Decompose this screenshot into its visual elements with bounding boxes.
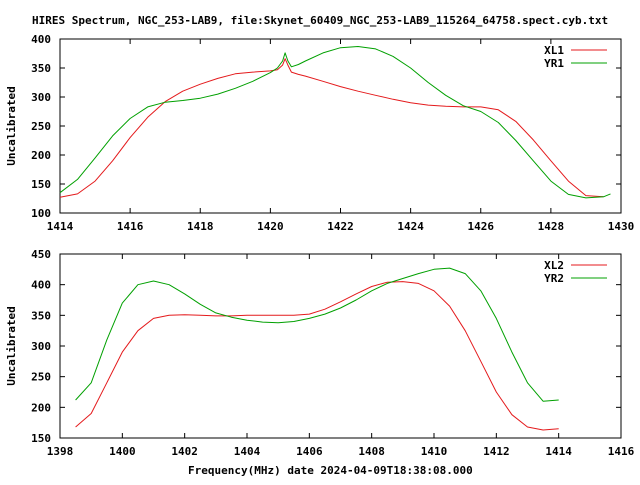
- y-tick-label: 350: [31, 62, 51, 75]
- y-tick-label: 400: [31, 33, 51, 46]
- x-tick-label: 1416: [608, 445, 635, 458]
- x-tick-label: 1400: [109, 445, 136, 458]
- y-tick-label: 300: [31, 340, 51, 353]
- y-tick-label: 200: [31, 149, 51, 162]
- y-tick-label: 250: [31, 120, 51, 133]
- y-tick-label: 150: [31, 178, 51, 191]
- y-axis-label: Uncalibrated: [5, 86, 18, 165]
- x-tick-label: 1406: [296, 445, 323, 458]
- y-tick-label: 350: [31, 309, 51, 322]
- legend-label-xl2: XL2: [544, 259, 564, 272]
- x-tick-label: 1428: [538, 220, 565, 233]
- figure-title: HIRES Spectrum, NGC_253-LAB9, file:Skyne…: [32, 14, 608, 27]
- x-tick-label: 1414: [545, 445, 572, 458]
- figure-xlabel: Frequency(MHz) date 2024-04-09T18:38:08.…: [188, 464, 473, 477]
- x-tick-label: 1398: [47, 445, 74, 458]
- x-tick-label: 1426: [468, 220, 495, 233]
- lower-spectrum-panel: 1398 1400 1402 1404 1406 1408 1410 1412 1414 1416…: [5, 248, 635, 458]
- series-line-xl1: [59, 58, 604, 198]
- legend-label-yr2: YR2: [544, 272, 564, 285]
- x-tick-label: 1408: [358, 445, 385, 458]
- x-tick-label: 1420: [257, 220, 284, 233]
- y-tick-label: 450: [31, 248, 51, 261]
- series-line-yr1: [59, 46, 611, 199]
- x-tick-label: 1430: [608, 220, 635, 233]
- x-tick-label: 1404: [234, 445, 261, 458]
- x-tick-label: 1414: [47, 220, 74, 233]
- legend-label-yr1: YR1: [544, 57, 564, 70]
- x-tick-label: 1424: [397, 220, 424, 233]
- y-tick-label: 300: [31, 91, 51, 104]
- y-tick-label: 250: [31, 371, 51, 384]
- y-tick-label: 150: [31, 432, 51, 445]
- x-tick-label: 1416: [117, 220, 144, 233]
- y-tick-label: 100: [31, 207, 51, 220]
- series-line-yr2: [75, 267, 559, 402]
- upper-spectrum-panel: 1414 1416 1418 1420 1422 1424 1426 1428 1430 100 1…: [5, 33, 634, 233]
- legend-label-xl1: XL1: [544, 44, 564, 57]
- x-tick-label: 1410: [421, 445, 448, 458]
- y-tick-label: 200: [31, 401, 51, 414]
- y-tick-label: 400: [31, 279, 51, 292]
- series-line-xl2: [75, 281, 559, 431]
- y-axis-label: Uncalibrated: [5, 306, 18, 385]
- x-tick-label: 1422: [327, 220, 354, 233]
- x-tick-label: 1412: [483, 445, 510, 458]
- x-tick-label: 1402: [171, 445, 198, 458]
- x-tick-label: 1418: [187, 220, 214, 233]
